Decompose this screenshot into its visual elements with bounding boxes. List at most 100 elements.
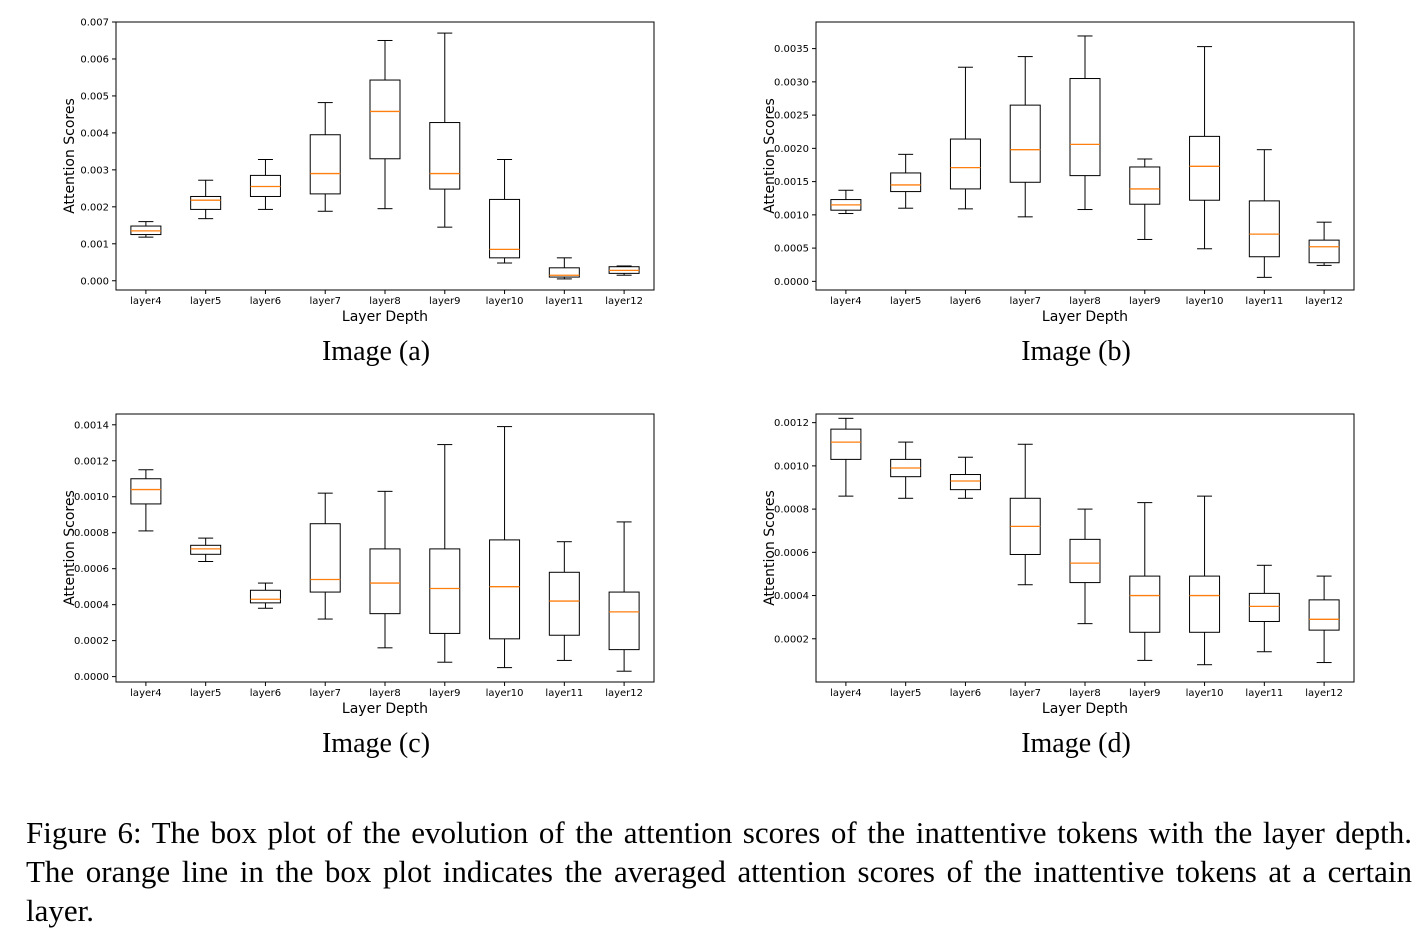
x-tick-label: layer8 — [1069, 688, 1100, 699]
x-tick-label: layer4 — [830, 688, 861, 699]
x-tick-label: layer7 — [309, 688, 340, 699]
x-tick-label: layer11 — [1245, 688, 1283, 699]
x-tick-label: layer11 — [545, 296, 583, 307]
y-tick-label: 0.0010 — [774, 461, 809, 472]
iqr-box — [890, 172, 922, 193]
box-layer8 — [369, 490, 401, 649]
iqr-box — [1189, 575, 1221, 633]
box-layer11 — [548, 257, 580, 280]
box-layer6 — [249, 159, 281, 210]
iqr-box — [369, 548, 401, 615]
box-layer6 — [249, 582, 281, 609]
x-tick-label: layer6 — [250, 688, 281, 699]
y-tick-label: 0.0035 — [774, 44, 809, 55]
x-tick-label: layer8 — [369, 296, 400, 307]
y-tick-label: 0.0010 — [774, 210, 809, 221]
iqr-box — [949, 138, 981, 190]
box-layer4 — [130, 469, 162, 532]
y-tick-label: 0.0005 — [774, 244, 809, 255]
y-tick-label: 0.004 — [80, 128, 109, 139]
iqr-box — [130, 478, 162, 505]
figure-caption-text: The box plot of the evolution of the att… — [26, 815, 1412, 928]
box-layer12 — [1308, 221, 1340, 266]
subcaption-c: Image (c) — [321, 728, 431, 759]
x-tick-label: layer5 — [890, 688, 921, 699]
x-tick-label: layer12 — [1305, 296, 1343, 307]
box-layer7 — [1009, 56, 1041, 218]
box-layer11 — [1248, 149, 1280, 278]
x-tick-label: layer6 — [250, 296, 281, 307]
y-axis-label: Attention Scores — [62, 490, 78, 606]
x-tick-label: layer6 — [950, 688, 981, 699]
y-tick-label: 0.001 — [80, 239, 109, 250]
figure-caption: Figure 6: The box plot of the evolution … — [26, 813, 1412, 930]
iqr-box — [1129, 166, 1161, 205]
x-tick-label: layer7 — [1009, 688, 1040, 699]
box-layer10 — [489, 159, 521, 264]
iqr-box — [949, 474, 981, 491]
x-axis-label: Layer Depth — [342, 309, 428, 325]
y-tick-label: 0.0014 — [74, 420, 109, 431]
box-layer12 — [608, 265, 640, 276]
box-layer5 — [190, 537, 222, 562]
x-tick-label: layer9 — [1129, 296, 1160, 307]
iqr-box — [1248, 200, 1280, 258]
box-layer10 — [1189, 495, 1221, 666]
x-tick-label: layer4 — [130, 688, 161, 699]
y-tick-label: 0.0008 — [74, 528, 109, 539]
iqr-box — [190, 195, 222, 210]
box-layer9 — [429, 444, 461, 663]
chart-panel-d: 0.0002 0.0004 0.0006 0.0008 0.0010 0.0012 laye… — [700, 392, 1400, 772]
y-axis-label: Attention Scores — [762, 490, 778, 606]
iqr-box — [1009, 104, 1041, 183]
box-layer4 — [830, 417, 862, 497]
iqr-box — [1129, 575, 1161, 633]
y-tick-label: 0.0002 — [774, 634, 809, 645]
box-layer7 — [1009, 443, 1041, 586]
y-tick-label: 0.0004 — [74, 600, 109, 611]
box-layer5 — [890, 153, 922, 209]
chart-panel-a: 0.000 0.001 0.002 0.003 0.004 0.005 0.006 0.007… — [0, 0, 700, 380]
box-plot-a: 0.000 0.001 0.002 0.003 0.004 0.005 0.006 0.007… — [62, 18, 655, 325]
box-layer5 — [190, 179, 222, 220]
y-tick-label: 0.003 — [80, 165, 109, 176]
y-tick-label: 0.006 — [80, 54, 109, 65]
plot-frame — [815, 413, 1355, 683]
x-tick-label: layer12 — [605, 688, 643, 699]
box-layer5 — [890, 441, 922, 499]
y-tick-label: 0.005 — [80, 91, 109, 102]
y-axis-label: Attention Scores — [62, 98, 78, 214]
y-tick-label: 0.000 — [80, 276, 109, 287]
x-tick-label: layer10 — [1186, 296, 1224, 307]
box-layer7 — [309, 492, 341, 620]
x-tick-label: layer9 — [1129, 688, 1160, 699]
y-tick-label: 0.0006 — [74, 564, 109, 575]
iqr-box — [548, 571, 580, 636]
figure-label: Figure 6: — [26, 815, 142, 850]
x-tick-label: layer10 — [1186, 688, 1224, 699]
y-tick-label: 0.0006 — [774, 548, 809, 559]
subcaption-b: Image (b) — [1021, 336, 1131, 367]
y-tick-label: 0.0025 — [774, 111, 809, 122]
box-layer6 — [949, 456, 981, 499]
iqr-box — [489, 539, 521, 640]
x-tick-label: layer4 — [830, 296, 861, 307]
box-layer12 — [1308, 575, 1340, 664]
iqr-box — [309, 134, 341, 195]
y-tick-label: 0.0002 — [74, 636, 109, 647]
x-tick-label: layer5 — [190, 688, 221, 699]
iqr-box — [489, 198, 521, 259]
box-layer4 — [830, 189, 862, 215]
y-tick-label: 0.0012 — [774, 418, 809, 429]
iqr-box — [1248, 592, 1280, 622]
box-plot-c: 0.0000 0.0002 0.0004 0.0006 0.0008 0.0010 0.00… — [62, 413, 655, 717]
y-tick-label: 0.0004 — [774, 591, 809, 602]
box-layer10 — [489, 426, 521, 669]
box-layer4 — [130, 221, 162, 238]
x-tick-label: layer4 — [130, 296, 161, 307]
y-tick-label: 0.0008 — [774, 505, 809, 516]
iqr-box — [1069, 78, 1101, 177]
x-tick-label: layer7 — [1009, 296, 1040, 307]
x-axis-label: Layer Depth — [1042, 309, 1128, 325]
x-tick-label: layer11 — [1245, 296, 1283, 307]
